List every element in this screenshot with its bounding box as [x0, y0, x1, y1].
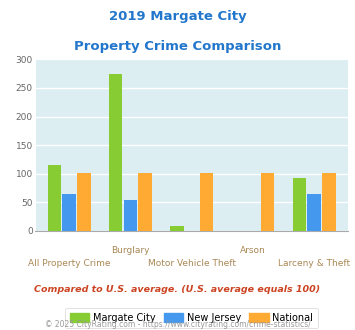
Text: All Property Crime: All Property Crime — [28, 259, 110, 268]
Bar — [261, 173, 274, 231]
Bar — [109, 74, 122, 231]
Bar — [77, 173, 91, 231]
Bar — [322, 173, 335, 231]
Bar — [138, 173, 152, 231]
Text: © 2025 CityRating.com - https://www.cityrating.com/crime-statistics/: © 2025 CityRating.com - https://www.city… — [45, 320, 310, 329]
Bar — [62, 194, 76, 231]
Text: Arson: Arson — [240, 246, 266, 255]
Bar — [170, 226, 184, 231]
Bar — [200, 173, 213, 231]
Legend: Margate City, New Jersey, National: Margate City, New Jersey, National — [65, 308, 318, 328]
Text: Compared to U.S. average. (U.S. average equals 100): Compared to U.S. average. (U.S. average … — [34, 285, 321, 294]
Text: Larceny & Theft: Larceny & Theft — [278, 259, 350, 268]
Bar — [48, 165, 61, 231]
Bar — [293, 178, 306, 231]
Text: Burglary: Burglary — [111, 246, 150, 255]
Text: Motor Vehicle Theft: Motor Vehicle Theft — [148, 259, 236, 268]
Bar — [307, 194, 321, 231]
Bar — [124, 200, 137, 231]
Text: 2019 Margate City: 2019 Margate City — [109, 10, 246, 23]
Text: Property Crime Comparison: Property Crime Comparison — [74, 40, 281, 52]
